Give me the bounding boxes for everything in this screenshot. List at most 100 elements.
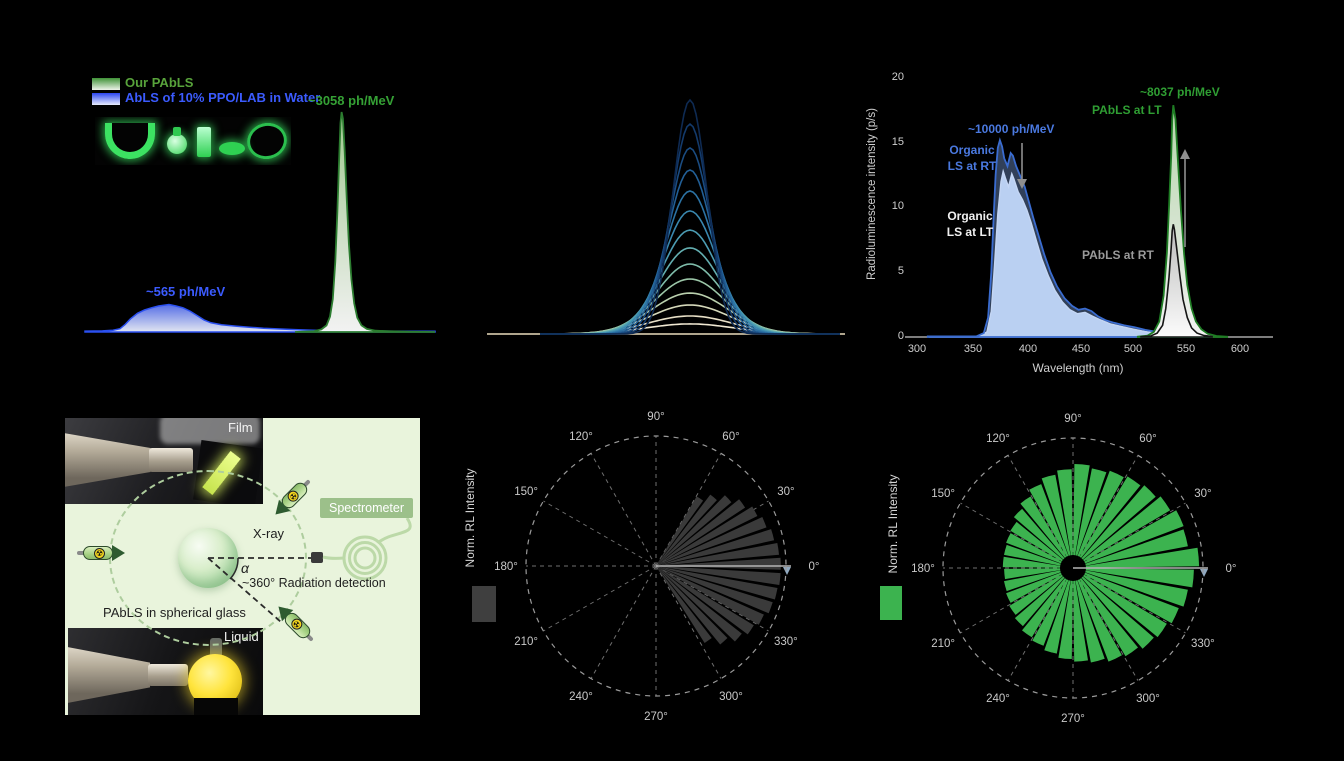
annotation-pabls-yield: ~3058 ph/MeV — [308, 93, 395, 108]
polar-bar — [1014, 576, 1065, 627]
polar-bar — [658, 517, 767, 566]
temp-curve — [540, 190, 840, 335]
polar-spoke — [655, 565, 769, 632]
polar-bar — [658, 566, 778, 600]
polar-bar — [1010, 521, 1063, 562]
angle-label: 330° — [774, 636, 798, 648]
polar-chart-organic: 0° 30° 60° 90° 120° 150° 180° 210° 240° 270° 300° 3… — [494, 411, 819, 723]
radiation-icon: ☢ — [94, 548, 105, 559]
detection-label: ~360° Radiation detection — [242, 576, 386, 590]
polar-spoke — [1072, 567, 1139, 681]
f-legend-swatch — [880, 586, 902, 620]
c-y-axis-label: Radioluminescence intensity (p/s) — [866, 108, 878, 280]
polar-spoke — [1007, 567, 1074, 681]
polar-bar — [1044, 580, 1071, 654]
polar-spoke — [960, 567, 1074, 634]
temp-curve — [540, 229, 840, 335]
c-y-tick: 0 — [897, 330, 904, 342]
polar-bar — [1073, 464, 1090, 556]
xray-tube-nozzle — [149, 448, 193, 472]
polar-spoke — [655, 565, 722, 679]
flask-neck — [173, 127, 181, 136]
experiment-diagram: Film Liquid Spectrometer ☢ ☢ — [65, 418, 420, 715]
machinery-highlight — [160, 418, 260, 444]
polar-bar — [1085, 529, 1188, 566]
polar-bar — [1084, 572, 1179, 624]
polar-bar — [657, 568, 712, 643]
angle-label: 90° — [647, 411, 664, 423]
temp-curve — [540, 247, 840, 335]
angle-label: 150° — [931, 488, 955, 500]
polar-bar — [1081, 576, 1154, 649]
polar-spoke — [960, 502, 1074, 569]
glowing-samples-photo — [95, 117, 291, 165]
polar-bar — [658, 499, 746, 565]
c-x-tick: 350 — [963, 343, 983, 355]
xray-tube-nozzle — [148, 664, 188, 686]
polar-bar — [1029, 484, 1069, 557]
dish-sample — [219, 142, 245, 155]
series-our-pabls — [294, 111, 436, 333]
angle-label: 300° — [1136, 693, 1160, 705]
polar-bar — [1006, 572, 1062, 603]
temp-curve — [540, 304, 840, 335]
angle-label: 180° — [911, 563, 935, 575]
polar-outer-circle — [942, 437, 1204, 699]
angle-label: 90° — [1064, 413, 1081, 425]
polar-bar — [1032, 579, 1069, 646]
down-arrow-head — [1017, 179, 1027, 189]
sphere-label: PAbLS in spherical glass — [103, 605, 246, 620]
angle-label: 240° — [569, 691, 593, 703]
angle-label: 210° — [931, 638, 955, 650]
polar-bar — [1013, 508, 1065, 560]
c-y-tick: 20 — [891, 71, 904, 83]
polar-spoke — [1007, 455, 1074, 569]
polar-bar — [1004, 568, 1061, 580]
c-annotation-pabls-yield: ~8037 ph/MeV — [1140, 85, 1220, 99]
diagram-lines — [207, 517, 412, 623]
spectrum-chart-a — [84, 111, 436, 333]
xray-label: X-ray — [253, 526, 285, 541]
polar-bar — [1085, 568, 1194, 588]
c-annotation-pabls-lt: PAbLS at LT — [1092, 103, 1162, 117]
angle-label: 30° — [777, 486, 794, 498]
u-tube-sample — [105, 123, 155, 159]
polar-spoke — [1072, 567, 1186, 634]
annotation-abls-yield: ~565 ph/MeV — [146, 284, 226, 299]
c-annotation-pabls-rt: PAbLS at RT — [1082, 248, 1154, 262]
c-annotation-organic-yield: ~10000 ph/MeV — [968, 122, 1055, 136]
polar-bar — [1075, 580, 1105, 663]
c-y-tick: 10 — [891, 200, 904, 212]
temp-curve — [540, 315, 840, 335]
angle-label: 270° — [1061, 713, 1085, 725]
series-abls-of-10%-ppo/lab-in-water — [84, 303, 436, 333]
polar-spoke — [543, 500, 657, 567]
polar-bar — [1004, 544, 1061, 566]
polar-bar — [657, 567, 742, 642]
polar-bar — [658, 567, 754, 635]
polar-bar — [1079, 578, 1138, 657]
polar-bar — [1079, 476, 1141, 558]
temp-curve — [540, 98, 840, 335]
polar-bar — [1081, 485, 1156, 560]
c-x-tick: 300 — [907, 343, 927, 355]
polar-spoke — [590, 453, 657, 567]
temperature-series-chart-b — [487, 98, 845, 335]
c-x-tick: 400 — [1018, 343, 1038, 355]
c-y-tick: 15 — [891, 136, 904, 148]
polar-spoke — [1072, 502, 1186, 569]
polar-bar — [658, 567, 764, 625]
polar-bar — [658, 529, 775, 566]
angle-label: 240° — [986, 693, 1010, 705]
angle-label: 0° — [1226, 563, 1237, 575]
polar-bar — [1041, 474, 1071, 556]
polar-bar — [1085, 547, 1200, 568]
polar-bar — [1006, 533, 1062, 564]
angle-label: 150° — [514, 486, 538, 498]
angle-label: 120° — [986, 433, 1010, 445]
polar-bar — [1020, 496, 1067, 558]
polar-bar — [658, 506, 758, 565]
polar-bar — [1075, 468, 1107, 556]
polar-bar — [1085, 570, 1188, 607]
polar-spoke — [590, 565, 657, 679]
